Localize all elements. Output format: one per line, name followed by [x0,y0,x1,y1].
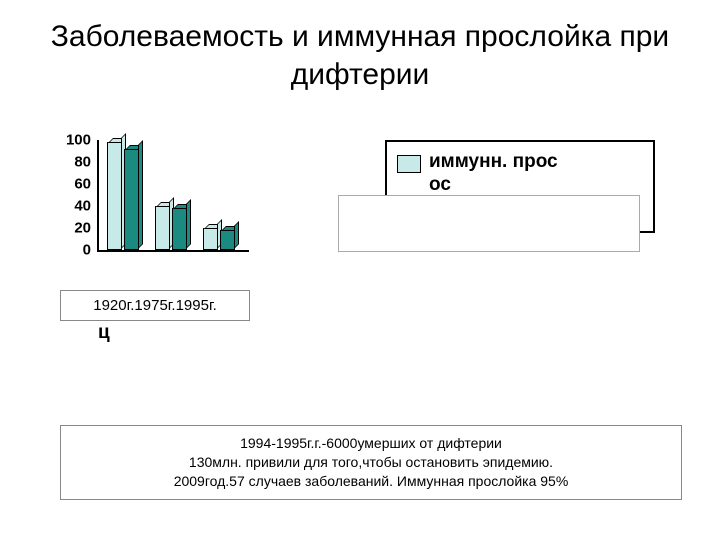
legend-item: ос [397,175,643,196]
legend-item: иммунн. прос [397,152,643,173]
years-caption: 1920г.1975г.1995г. [60,290,250,321]
legend-label: иммунн. прос [429,152,558,173]
bar [220,230,235,250]
footer-line: 1994-1995г.г.-6000умерших от дифтерии [71,434,671,453]
y-tick-label: 100 [66,132,91,149]
bar [107,142,122,250]
bar [155,206,170,250]
legend-label: ос [429,175,451,196]
footer-line: 130млн. привили для того,чтобы остановит… [71,453,671,472]
y-tick-label: 20 [74,220,91,237]
page-title: Заболеваемость и иммунная прослойка при … [0,0,720,93]
footer-line: 2009год.57 случаев заболеваний. Иммунная… [71,472,671,491]
y-axis: 020406080100 [55,140,95,250]
bar [172,208,187,250]
stray-text: ц [98,322,110,344]
footer-box: 1994-1995г.г.-6000умерших от дифтерии 13… [60,425,682,500]
chart-plot [97,140,249,252]
y-tick-label: 0 [83,242,91,259]
y-tick-label: 80 [74,154,91,171]
bar [124,149,139,250]
overlay-box [338,195,640,252]
y-tick-label: 40 [74,198,91,215]
y-tick-label: 60 [74,176,91,193]
legend-swatch [397,155,421,173]
bar-chart: 020406080100 [55,140,265,300]
bar [203,228,218,250]
